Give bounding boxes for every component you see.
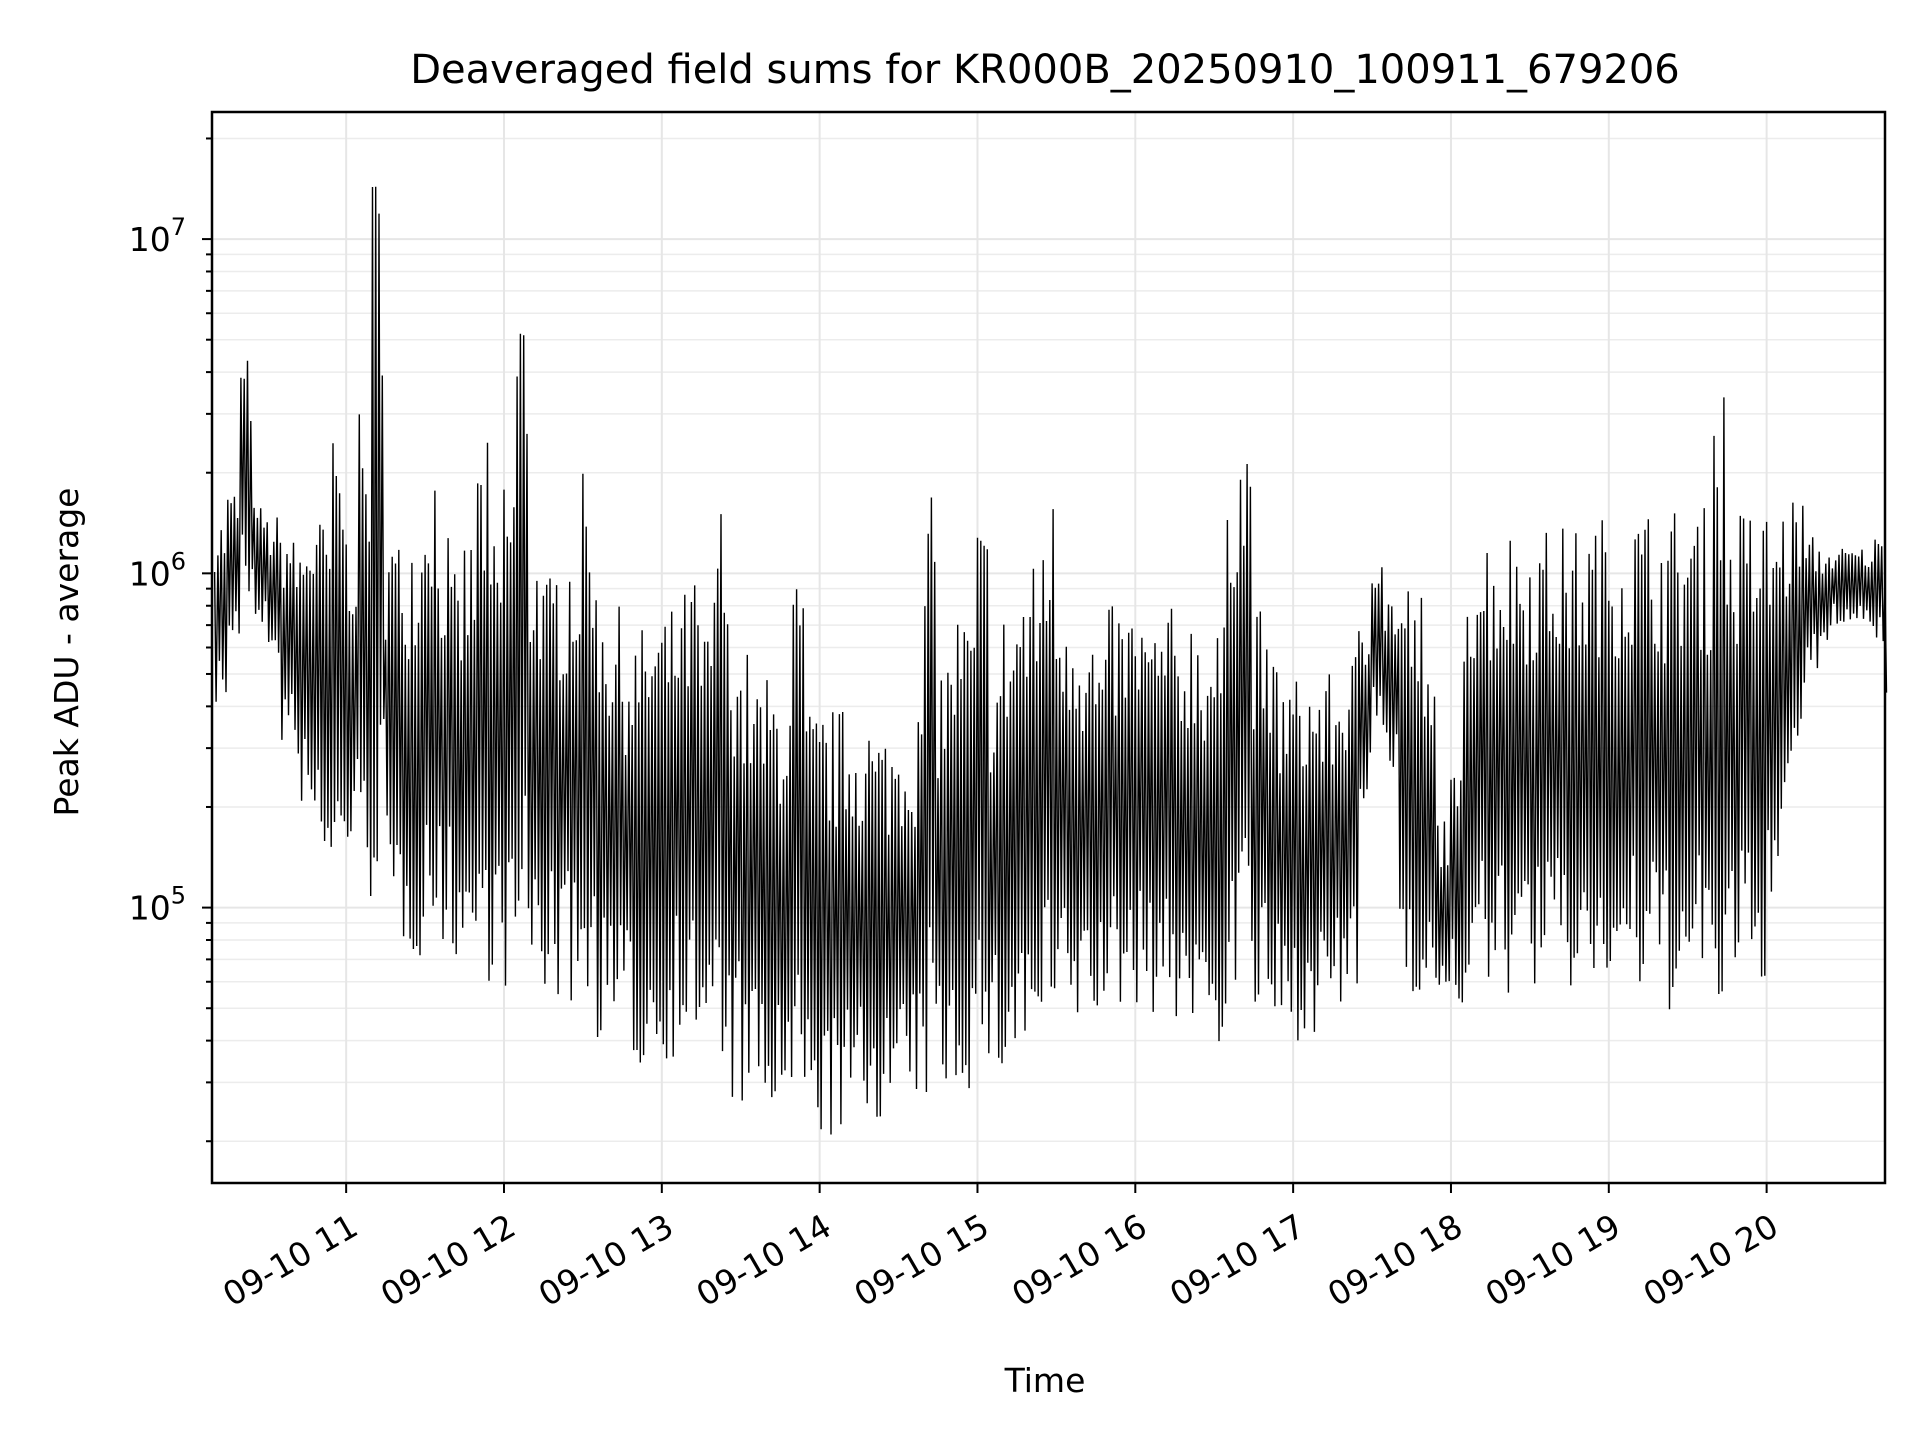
- x-tick-label: 09-10 13: [532, 1206, 680, 1314]
- y-tick-label: 105: [129, 882, 186, 928]
- y-axis-title: Peak ADU - average: [47, 488, 86, 817]
- x-tick-label: 09-10 12: [374, 1206, 522, 1314]
- chart-title: Deaveraged field sums for KR000B_2025091…: [410, 47, 1680, 93]
- x-tick-label: 09-10 14: [690, 1206, 838, 1314]
- x-axis-title: Time: [1004, 1361, 1086, 1400]
- plot-area: [213, 186, 1888, 1135]
- x-tick-label: 09-10 15: [847, 1206, 995, 1314]
- x-tick-label: 09-10 11: [216, 1206, 364, 1314]
- y-axis: 105 106 107: [129, 137, 212, 1143]
- y-tick-label: 106: [129, 547, 186, 593]
- series-line: [213, 186, 1888, 1135]
- x-tick-label: 09-10 17: [1163, 1206, 1311, 1314]
- x-tick-label: 09-10 16: [1005, 1206, 1153, 1314]
- x-tick-label: 09-10 20: [1637, 1206, 1785, 1314]
- y-tick-label: 107: [129, 213, 186, 259]
- x-tick-label: 09-10 18: [1321, 1206, 1469, 1314]
- x-axis: 09-10 11 09-10 12 09-10 13 09-10 14 09-10 15…: [216, 1183, 1785, 1314]
- x-tick-label: 09-10 19: [1479, 1206, 1627, 1314]
